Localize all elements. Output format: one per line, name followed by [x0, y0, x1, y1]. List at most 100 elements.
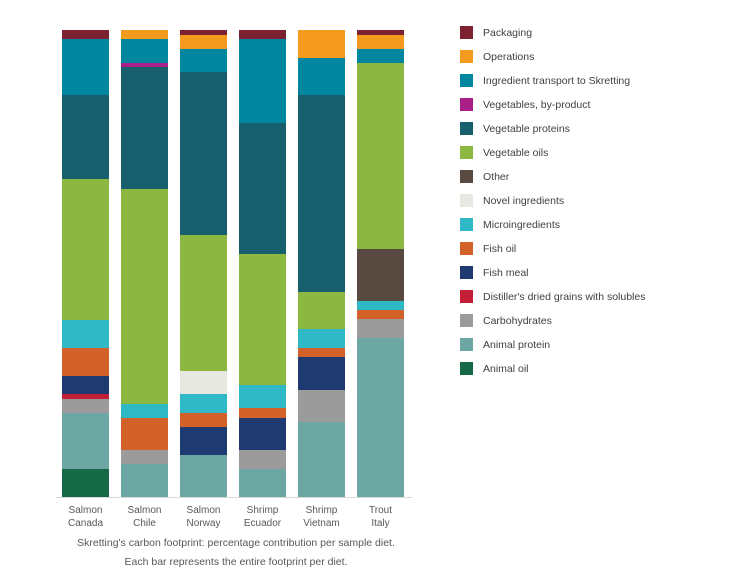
legend-label: Vegetables, by-product	[483, 98, 591, 111]
bar-segment	[357, 310, 404, 320]
bar-segment	[180, 394, 227, 413]
legend-swatch	[460, 122, 473, 135]
legend-label: Vegetable oils	[483, 146, 549, 159]
category-label: Salmon Chile	[127, 505, 162, 529]
bar-segment	[298, 347, 345, 357]
bar-segment	[121, 450, 168, 465]
bar-segment	[121, 417, 168, 451]
legend-item: Fish oil	[460, 242, 645, 255]
bar-segment	[121, 403, 168, 418]
bar-segment	[121, 67, 168, 189]
bar-segment	[298, 422, 345, 497]
bar-segment	[62, 398, 109, 413]
bar-segment	[357, 62, 404, 250]
legend-item: Packaging	[460, 26, 645, 39]
bar-salmon-canada	[62, 30, 109, 497]
category-label: Trout Italy	[369, 505, 392, 529]
legend-item: Animal oil	[460, 362, 645, 375]
bar-segment	[180, 30, 227, 35]
legend-label: Fish meal	[483, 266, 529, 279]
bar-segment	[239, 417, 286, 451]
bar-segment	[62, 394, 109, 399]
legend-label: Fish oil	[483, 242, 517, 255]
bar-segment	[121, 188, 168, 404]
bar-segment	[180, 235, 227, 371]
legend-label: Ingredient transport to Skretting	[483, 74, 631, 87]
bar-segment	[180, 454, 227, 497]
legend-label: Carbohydrates	[483, 314, 552, 327]
legend-swatch	[460, 146, 473, 159]
legend-label: Animal protein	[483, 338, 551, 351]
bar-segment	[62, 375, 109, 395]
legend-swatch	[460, 74, 473, 87]
bar-segment	[180, 72, 227, 236]
bar-segment	[239, 408, 286, 418]
bar-salmon-norway	[180, 30, 227, 497]
legend-label: Vegetable proteins	[483, 122, 570, 135]
category-label: Salmon Norway	[186, 505, 221, 529]
stacked-bar-chart	[62, 30, 404, 497]
bar-salmon-chile	[121, 30, 168, 497]
bar-segment	[239, 450, 286, 469]
bar-segment	[357, 338, 404, 497]
legend-item: Animal protein	[460, 338, 645, 351]
legend-swatch	[460, 242, 473, 255]
bar-segment	[121, 464, 168, 497]
legend-item: Other	[460, 170, 645, 183]
bar-segment	[62, 179, 109, 320]
category-label: Salmon Canada	[67, 505, 104, 529]
legend-swatch	[460, 362, 473, 375]
bar-segment	[298, 95, 345, 292]
bar-segment	[298, 58, 345, 96]
legend: Packaging Operations Ingredient transport …	[460, 26, 645, 386]
bar-segment	[62, 30, 109, 40]
legend-swatch	[460, 194, 473, 207]
bar-segment	[298, 328, 345, 348]
legend-item: Vegetables, by-product	[460, 98, 645, 111]
legend-label: Microingredients	[483, 218, 561, 231]
bar-segment	[121, 30, 168, 40]
bar-trout-italy	[357, 30, 404, 497]
legend-swatch	[460, 338, 473, 351]
legend-swatch	[460, 26, 473, 39]
legend-label: Operations	[483, 50, 535, 63]
legend-label: Novel ingredients	[483, 194, 565, 207]
bar-segment	[180, 370, 227, 395]
chart-baseline	[56, 497, 412, 498]
legend-swatch	[460, 266, 473, 279]
bar-segment	[180, 48, 227, 72]
legend-item: Carbohydrates	[460, 314, 645, 327]
legend-swatch	[460, 50, 473, 63]
bar-segment	[121, 62, 168, 68]
legend-label: Animal oil	[483, 362, 529, 375]
bar-segment	[298, 389, 345, 423]
bar-segment	[239, 384, 286, 409]
bar-segment	[357, 30, 404, 35]
bar-segment	[298, 356, 345, 390]
bar-segment	[62, 347, 109, 376]
legend-swatch	[460, 314, 473, 327]
legend-label: Packaging	[483, 26, 533, 39]
legend-swatch	[460, 290, 473, 303]
bar-segment	[180, 426, 227, 455]
legend-label: Distiller's dried grains with solubles	[483, 290, 646, 303]
legend-swatch	[460, 170, 473, 183]
bar-segment	[239, 254, 286, 385]
bar-segment	[180, 412, 227, 427]
bar-segment	[298, 30, 345, 59]
legend-swatch	[460, 218, 473, 231]
bar-segment	[62, 39, 109, 96]
bar-segment	[357, 249, 404, 301]
bar-segment	[239, 39, 286, 124]
legend-item: Vegetable oils	[460, 146, 645, 159]
bar-segment	[180, 34, 227, 49]
bar-segment	[62, 319, 109, 348]
legend-item: Microingredients	[460, 218, 645, 231]
bar-segment	[357, 34, 404, 49]
legend-item: Fish meal	[460, 266, 645, 279]
legend-item: Operations	[460, 50, 645, 63]
legend-label: Other	[483, 170, 510, 183]
legend-item: Novel ingredients	[460, 194, 645, 207]
category-label: Shrimp Vietnam	[303, 505, 340, 529]
bar-segment	[121, 39, 168, 63]
